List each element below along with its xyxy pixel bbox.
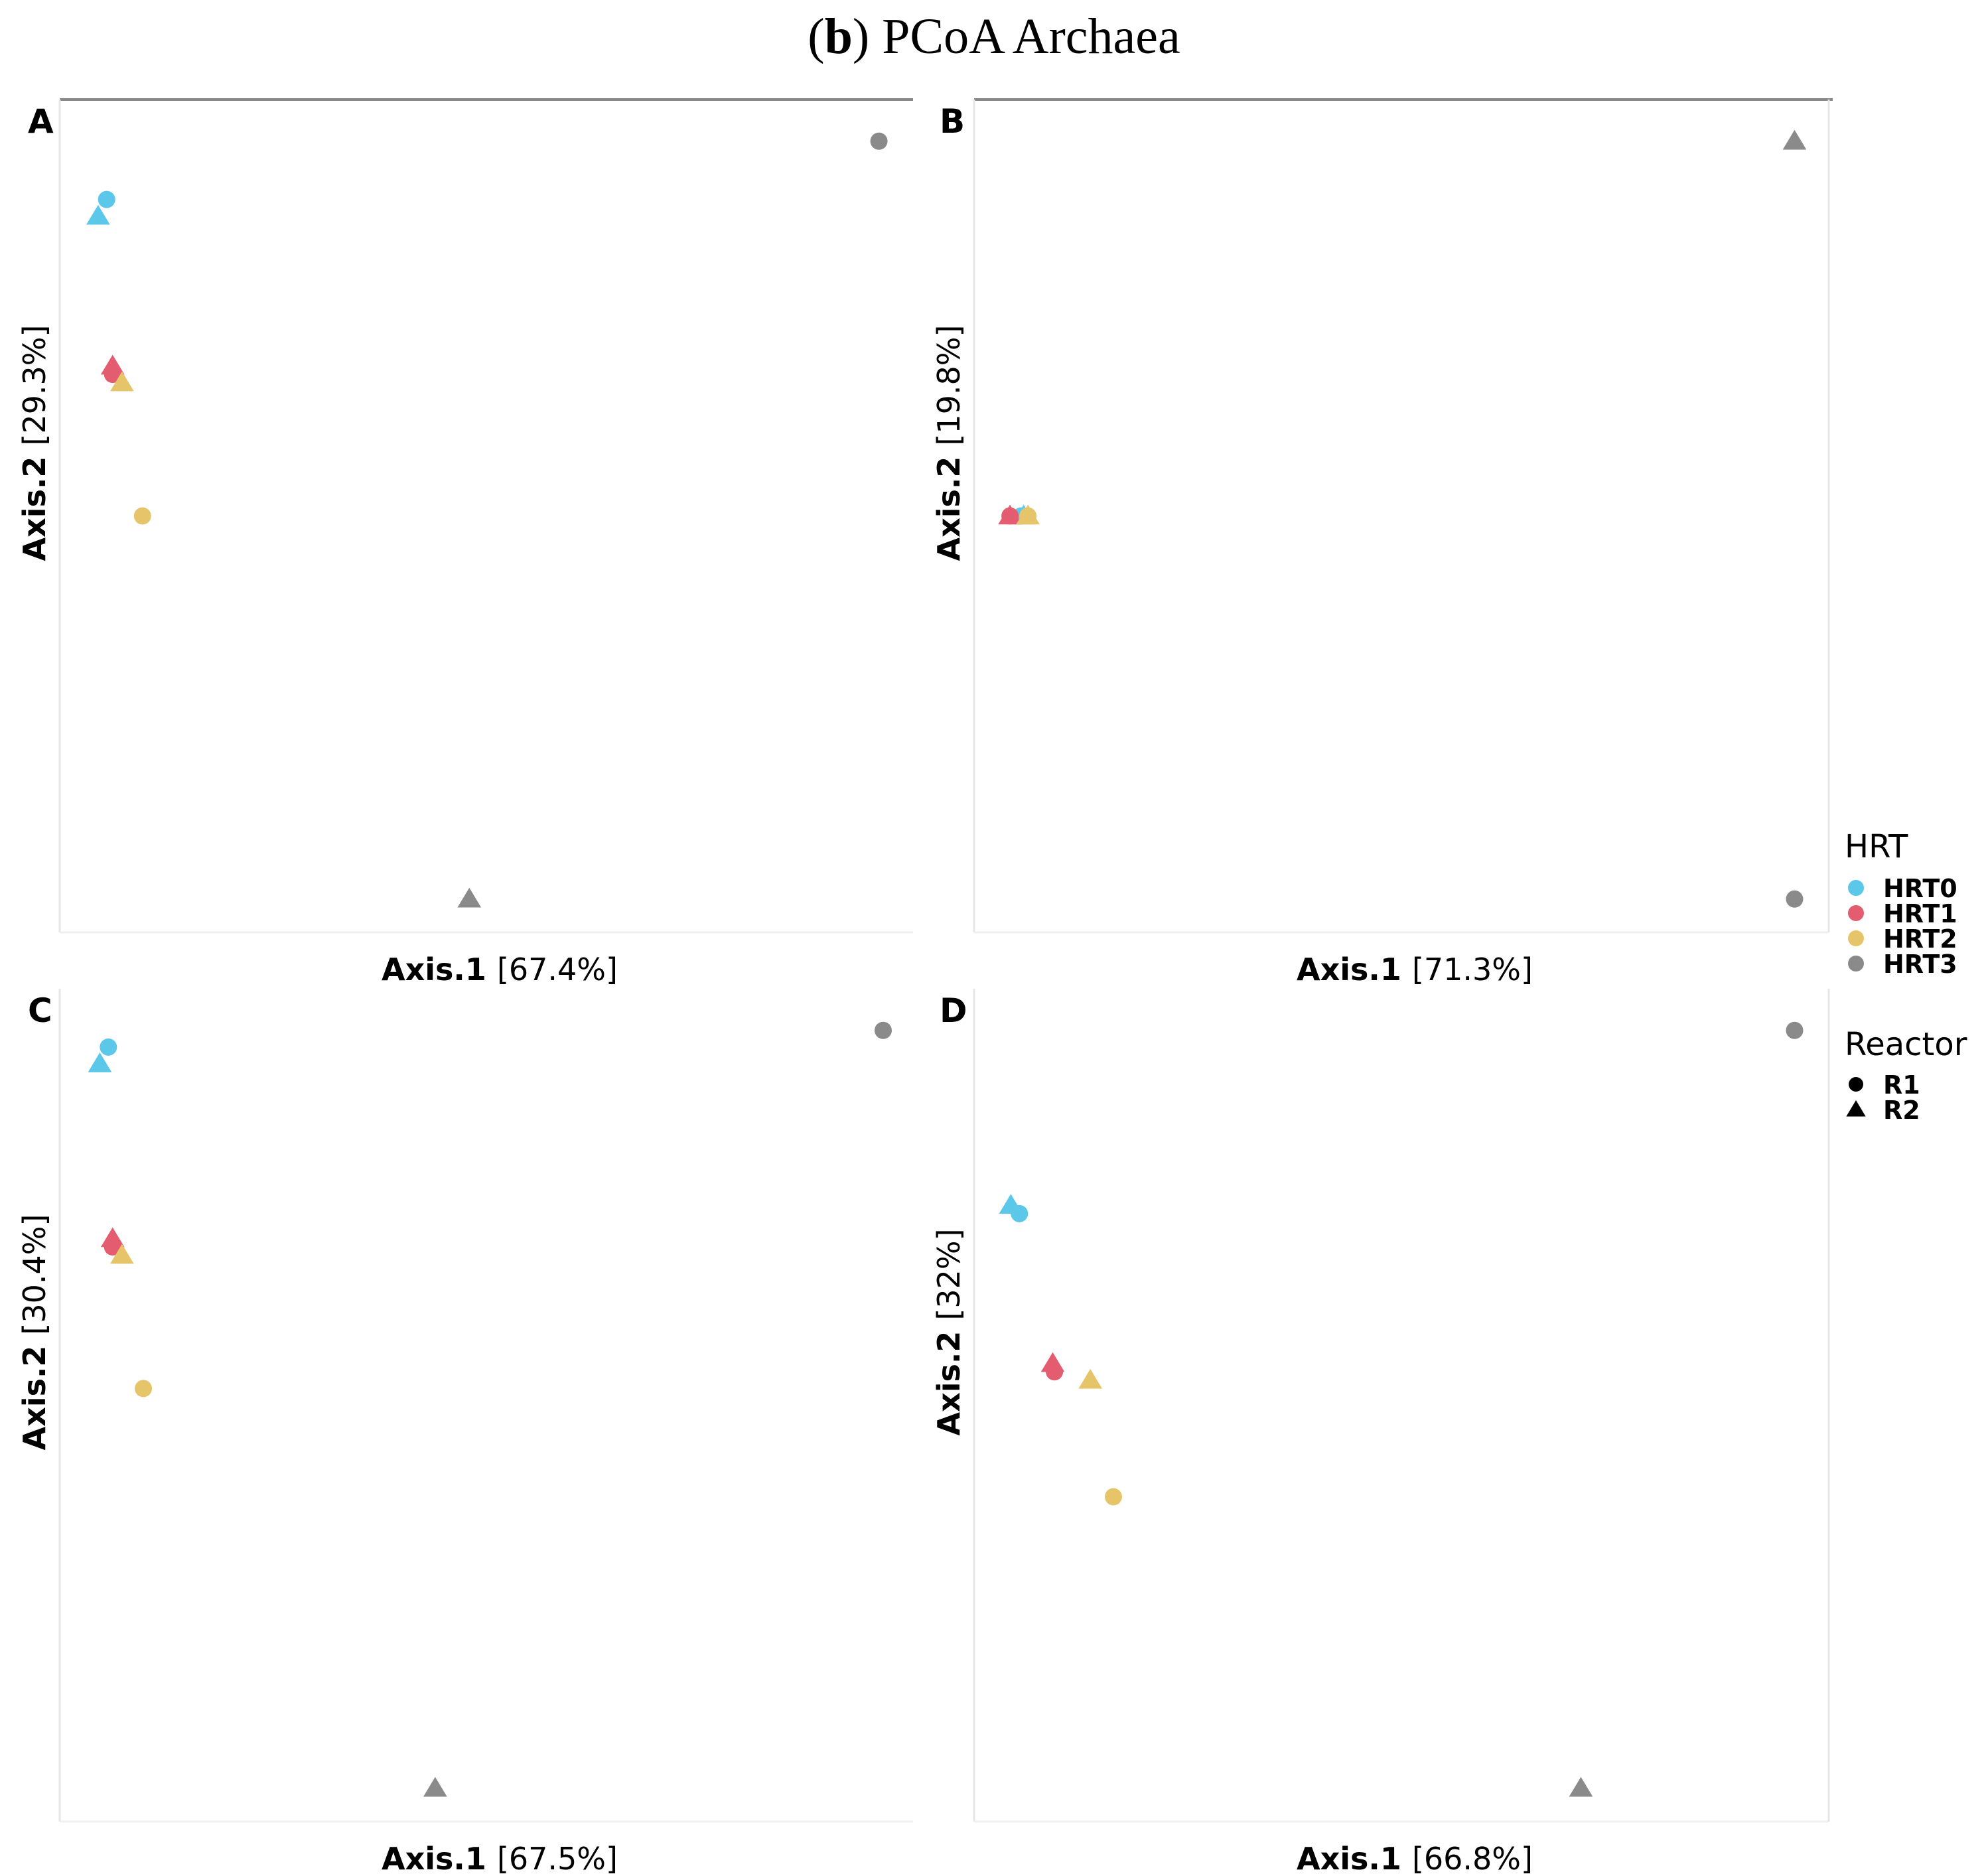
x-axis-label: Axis.1 [67.4%] <box>382 952 618 987</box>
legend-shape-r2 <box>1846 1100 1866 1117</box>
point-hrt2-r1 <box>133 507 151 525</box>
x-axis-label: Axis.1 [66.8%] <box>1297 1841 1533 1874</box>
y-axis-label: Axis.2 [30.4%] <box>17 1214 52 1451</box>
point-hrt1-r2 <box>998 504 1022 525</box>
point-hrt0-r2 <box>86 204 110 225</box>
point-hrt3-r1 <box>870 132 888 150</box>
point-hrt1-r2 <box>100 354 125 375</box>
y-axis-label: Axis.2 [19.8%] <box>931 325 967 561</box>
legend-swatch-hrt3 <box>1848 956 1864 972</box>
legend-label-hrt2: HRT2 <box>1883 924 1957 954</box>
legend-shape-r1 <box>1849 1077 1863 1092</box>
panel-label: B <box>940 102 965 141</box>
legend-swatch-hrt1 <box>1848 905 1864 921</box>
legend-label-hrt3: HRT3 <box>1883 950 1957 979</box>
point-hrt0-r1 <box>100 1038 117 1056</box>
panel-c: C Axis.1 [67.5%] Axis.2 [30.4%] <box>17 989 913 1874</box>
legend-hrt-title: HRT <box>1845 828 1908 865</box>
point-hrt2-r1 <box>1104 1488 1122 1506</box>
point-hrt2-r2 <box>1078 1368 1103 1389</box>
panel-label: D <box>940 991 967 1030</box>
legend-reactor-title: Reactor <box>1845 1026 1967 1063</box>
point-hrt3-r1 <box>874 1021 892 1039</box>
legend-label-hrt1: HRT1 <box>1883 899 1957 928</box>
point-hrt0-r2 <box>88 1052 112 1072</box>
point-hrt1-r2 <box>1040 1352 1065 1372</box>
point-hrt2-r1 <box>135 1380 153 1398</box>
x-axis-label: Axis.1 [71.3%] <box>1297 952 1533 987</box>
y-axis-label: Axis.2 [32%] <box>931 1228 967 1435</box>
point-hrt0-r1 <box>1011 1204 1029 1222</box>
point-hrt3-r1 <box>1786 890 1804 908</box>
point-hrt1-r2 <box>100 1227 125 1248</box>
panel-d: D Axis.1 [66.8%] Axis.2 [32%] <box>931 989 1830 1874</box>
point-hrt3-r2 <box>1782 129 1807 150</box>
point-hrt0-r1 <box>98 190 115 208</box>
figure-title: (b) PCoA Archaea <box>808 9 1180 64</box>
point-hrt3-r2 <box>423 1776 447 1797</box>
point-hrt2-r2 <box>110 371 134 392</box>
panel-a: A Axis.1 [67.4%] Axis.2 [29.3%] <box>17 100 913 987</box>
legend-swatch-hrt2 <box>1848 930 1864 946</box>
point-hrt2-r2 <box>110 1244 134 1264</box>
point-hrt3-r2 <box>457 887 482 908</box>
point-hrt3-r1 <box>1786 1021 1804 1039</box>
panels-group: A Axis.1 [67.4%] Axis.2 [29.3%] B Axis.1 [71… <box>17 100 1830 1874</box>
y-axis-label: Axis.2 [29.3%] <box>17 325 52 561</box>
panel-label: C <box>28 991 52 1030</box>
legend-swatch-hrt0 <box>1848 880 1864 896</box>
x-axis-label: Axis.1 [67.5%] <box>382 1841 618 1874</box>
point-hrt2-r2 <box>1016 504 1040 525</box>
legend-label-r1: R1 <box>1883 1070 1920 1100</box>
legend-label-hrt0: HRT0 <box>1883 874 1957 903</box>
panel-b: B Axis.1 [71.3%] Axis.2 [19.8%] <box>931 100 1830 987</box>
legend-label-r2: R2 <box>1883 1096 1920 1125</box>
point-hrt3-r2 <box>1569 1776 1593 1797</box>
panel-label: A <box>28 102 54 141</box>
